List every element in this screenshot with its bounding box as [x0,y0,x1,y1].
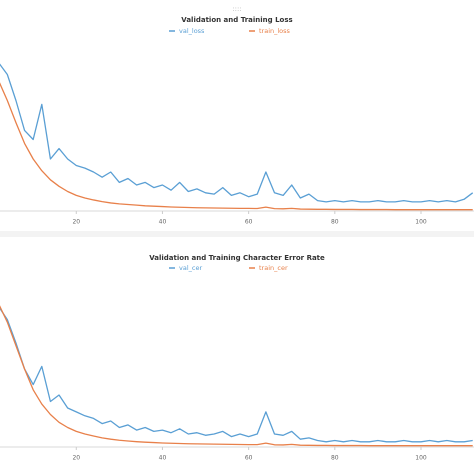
series-line [0,82,473,211]
legend-label: train_cer [259,264,288,272]
series-line [0,307,473,443]
legend-label: val_cer [179,264,202,272]
x-tick-label: 40 [159,219,167,226]
x-tick-label: 20 [72,455,80,462]
chart-title: Validation and Training Loss [181,16,292,24]
legend-label: train_loss [259,27,291,35]
x-tick-label: 100 [415,455,427,462]
panel-separator [0,231,474,237]
x-tick-label: 60 [245,455,253,462]
x-tick-label: 80 [331,455,339,462]
legend-label: val_loss [179,27,205,35]
x-tick-label: 80 [331,219,339,226]
series-line [0,63,474,203]
x-tick-label: 20 [72,219,80,226]
series-line [0,305,473,447]
x-tick-label: 100 [415,219,427,226]
chart-title: Validation and Training Character Error … [149,254,325,262]
drag-handle[interactable]: :::: [232,5,241,13]
x-tick-label: 60 [245,219,253,226]
x-tick-label: 40 [159,455,167,462]
